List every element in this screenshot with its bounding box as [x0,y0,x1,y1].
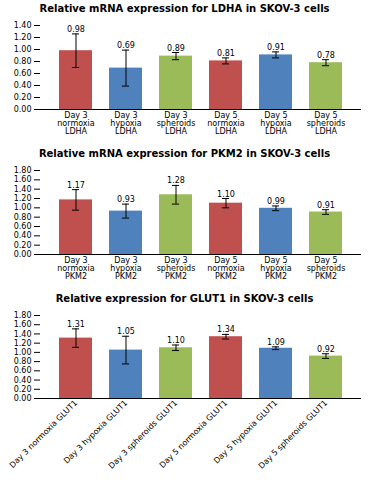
svg-text:1.10: 1.10 [217,190,235,199]
svg-text:1.28: 1.28 [167,176,185,185]
svg-text:0.91: 0.91 [267,43,285,52]
svg-text:1.80: 1.80 [14,311,32,320]
svg-text:0.91: 0.91 [317,201,335,210]
svg-text:Day 3 normoxia GLUT1: Day 3 normoxia GLUT1 [7,398,80,470]
svg-text:Day 5hypoxiaLDHA: Day 5hypoxiaLDHA [260,111,291,136]
svg-text:1.05: 1.05 [117,327,135,336]
svg-text:0.93: 0.93 [117,195,135,204]
svg-text:Day 3 spheroids GLUT1: Day 3 spheroids GLUT1 [106,398,180,471]
svg-text:0.89: 0.89 [167,44,185,53]
svg-text:1.20: 1.20 [14,194,32,203]
svg-text:1.20: 1.20 [14,339,32,348]
svg-text:0.98: 0.98 [67,25,85,34]
svg-text:Day 3spheroidsLDHA: Day 3spheroidsLDHA [157,111,196,136]
svg-text:0.60: 0.60 [14,69,32,78]
svg-text:Day 5spheroidsPKM2: Day 5spheroidsPKM2 [307,256,346,281]
svg-text:1.40: 1.40 [14,330,32,339]
svg-text:Day 5 normoxia GLUT1: Day 5 normoxia GLUT1 [157,398,230,470]
svg-text:0.40: 0.40 [14,376,32,385]
svg-text:0.20: 0.20 [14,93,32,102]
svg-text:1.34: 1.34 [217,325,235,334]
svg-text:0.00: 0.00 [14,394,32,403]
svg-text:0.80: 0.80 [14,213,32,222]
svg-text:1.00: 1.00 [14,348,32,357]
svg-text:0.40: 0.40 [14,231,32,240]
svg-text:1.00: 1.00 [14,203,32,212]
svg-text:0.92: 0.92 [317,345,335,354]
svg-text:0.69: 0.69 [117,41,135,50]
svg-text:0.20: 0.20 [14,241,32,250]
svg-text:0.80: 0.80 [14,57,32,66]
svg-text:Day 5 spheroids GLUT1: Day 5 spheroids GLUT1 [257,398,329,470]
svg-text:1.40: 1.40 [14,185,32,194]
svg-text:1.80: 1.80 [14,166,32,175]
svg-text:0.20: 0.20 [14,385,32,394]
svg-text:1.00: 1.00 [14,45,32,54]
svg-text:1.20: 1.20 [14,33,32,42]
svg-text:1.60: 1.60 [14,320,32,329]
html-text:Relative expression for GLUT1: Relative expression for GLUT1 in SKOV-3 … [55,293,314,304]
svg-text:Day 3normoxiaLDHA: Day 3normoxiaLDHA [57,111,95,136]
svg-text:1.17: 1.17 [67,181,85,190]
svg-text:1.60: 1.60 [14,175,32,184]
svg-text:Day 3hypoxiaLDHA: Day 3hypoxiaLDHA [110,111,141,136]
svg-text:0.80: 0.80 [14,357,32,366]
svg-text:0.81: 0.81 [217,49,235,58]
svg-text:Day 5normoxiaPKM2: Day 5normoxiaPKM2 [207,256,245,281]
svg-text:1.31: 1.31 [67,320,85,329]
svg-text:0.60: 0.60 [14,222,32,231]
svg-text:Day 3spheroidsPKM2: Day 3spheroidsPKM2 [157,256,196,281]
svg-text:0.78: 0.78 [317,51,335,60]
svg-text:0.40: 0.40 [14,81,32,90]
html-text:Relative mRNA expression for L: Relative mRNA expression for LDHA in SKO… [39,3,330,14]
svg-text:Day 5 hypoxia GLUT1: Day 5 hypoxia GLUT1 [212,398,280,466]
svg-text:1.10: 1.10 [167,336,185,345]
svg-text:Day 5normoxiaLDHA: Day 5normoxiaLDHA [207,111,245,136]
html-text:Relative mRNA expression for P: Relative mRNA expression for PKM2 in SKO… [38,148,331,159]
svg-text:0.00: 0.00 [14,250,32,259]
svg-text:1.40: 1.40 [14,21,32,30]
svg-text:0.60: 0.60 [14,366,32,375]
svg-text:1.09: 1.09 [267,338,285,347]
svg-text:Day 3 hypoxia GLUT1: Day 3 hypoxia GLUT1 [62,398,130,466]
svg-text:0.99: 0.99 [267,197,285,206]
svg-text:Day 5spheroidsLDHA: Day 5spheroidsLDHA [307,111,346,136]
svg-text:Day 3hypoxiaPKM2: Day 3hypoxiaPKM2 [110,256,141,281]
svg-text:Day 5hypoxiaPKM2: Day 5hypoxiaPKM2 [260,256,291,281]
svg-text:0.00: 0.00 [14,105,32,114]
svg-text:Day 3normoxiaPKM2: Day 3normoxiaPKM2 [57,256,95,281]
